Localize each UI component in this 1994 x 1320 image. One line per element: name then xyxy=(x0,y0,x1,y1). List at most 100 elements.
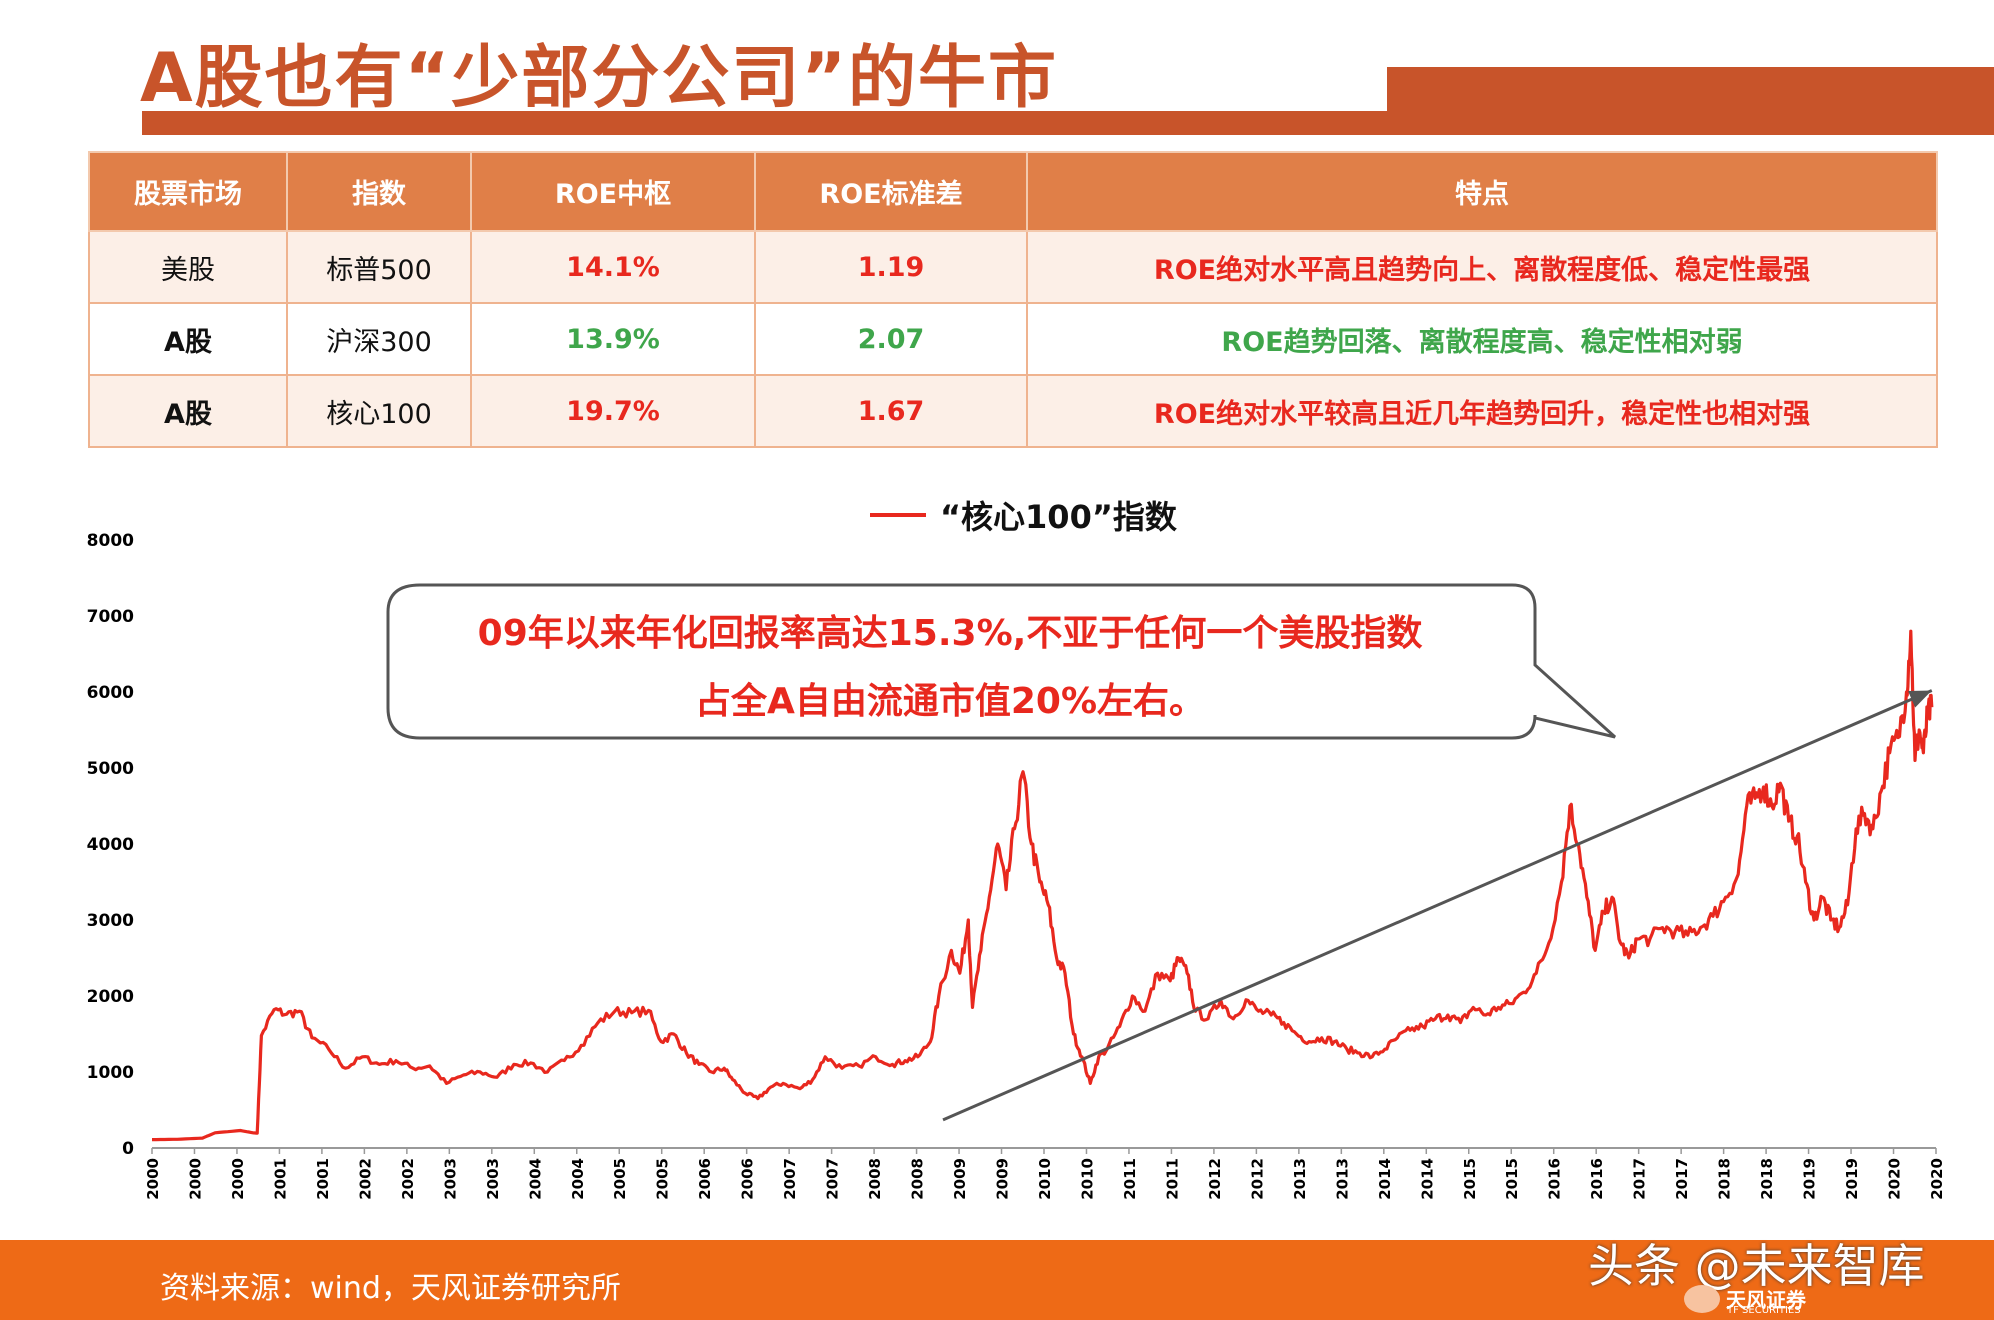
x-tick-label: 2019 xyxy=(1801,1158,1819,1200)
y-tick-label: 0 xyxy=(122,1139,134,1159)
trend-line xyxy=(942,689,1933,1122)
header-index: 指数 xyxy=(286,151,472,232)
y-tick-label: 3000 xyxy=(87,911,134,931)
x-tick-label: 2011 xyxy=(1163,1158,1181,1200)
y-tick-label: 2000 xyxy=(87,987,134,1007)
series-line-core100 xyxy=(152,629,1934,1142)
x-tick-label: 2010 xyxy=(1036,1158,1054,1200)
x-tick-label: 2000 xyxy=(186,1158,204,1200)
x-tick-label: 2014 xyxy=(1418,1158,1436,1200)
y-tick-label: 1000 xyxy=(87,1063,134,1083)
title-underline-bar xyxy=(142,111,1387,135)
x-tick-label: 2013 xyxy=(1333,1158,1351,1200)
legend-label: “核心100”指数 xyxy=(940,498,1177,536)
y-tick-label: 7000 xyxy=(87,607,134,627)
cell-roe: 13.9% xyxy=(470,302,756,376)
header-roe-std: ROE标准差 xyxy=(754,151,1028,232)
x-tick-label: 2020 xyxy=(1886,1158,1904,1200)
cell-market: 美股 xyxy=(88,230,288,304)
cell-std: 1.67 xyxy=(754,374,1028,448)
x-tick-label: 2012 xyxy=(1206,1158,1224,1200)
x-tick-label: 2020 xyxy=(1928,1158,1946,1200)
x-tick-label: 2005 xyxy=(611,1158,629,1200)
legend-swatch xyxy=(870,513,926,517)
company-logo: 天风证券 xyxy=(1684,1284,1806,1313)
x-tick-label: 2001 xyxy=(314,1158,332,1200)
y-tick-label: 5000 xyxy=(87,759,134,779)
title-accent-block xyxy=(1387,67,1994,135)
x-tick-label: 2004 xyxy=(526,1158,544,1200)
cell-roe: 19.7% xyxy=(470,374,756,448)
x-tick-label: 2015 xyxy=(1503,1158,1521,1200)
cell-market: A股 xyxy=(88,302,288,376)
x-tick-label: 2017 xyxy=(1631,1158,1649,1200)
x-tick-label: 2018 xyxy=(1758,1158,1776,1200)
x-tick-label: 2012 xyxy=(1248,1158,1266,1200)
x-tick-label: 2014 xyxy=(1376,1158,1394,1200)
callout-line-2: 占全A自由流通市值20%左右。 xyxy=(694,681,1206,722)
y-tick-label: 8000 xyxy=(87,531,134,551)
x-tick-label: 2013 xyxy=(1291,1158,1309,1200)
cell-feature: ROE趋势回落、离散程度高、稳定性相对弱 xyxy=(1026,302,1938,376)
x-tick-label: 2004 xyxy=(569,1158,587,1200)
header-market: 股票市场 xyxy=(88,151,288,232)
table-row: 美股 标普500 14.1% 1.19 ROE绝对水平高且趋势向上、离散程度低、… xyxy=(88,230,1938,304)
cell-index: 核心100 xyxy=(286,374,472,448)
footer-bar xyxy=(0,1240,1994,1320)
cell-market: A股 xyxy=(88,374,288,448)
y-tick-label: 6000 xyxy=(87,683,134,703)
source-note: 资料来源：wind，天风证券研究所 xyxy=(160,1271,621,1306)
x-tick-label: 2015 xyxy=(1461,1158,1479,1200)
logo-icon xyxy=(1684,1284,1720,1313)
header-roe-center: ROE中枢 xyxy=(470,151,756,232)
cell-feature: ROE绝对水平较高且近几年趋势回升，稳定性也相对强 xyxy=(1026,374,1938,448)
header-feature: 特点 xyxy=(1026,151,1938,232)
cell-roe: 14.1% xyxy=(470,230,756,304)
x-tick-label: 2003 xyxy=(484,1158,502,1200)
x-tick-label: 2007 xyxy=(824,1158,842,1200)
x-tick-label: 2010 xyxy=(1078,1158,1096,1200)
x-tick-label: 2019 xyxy=(1843,1158,1861,1200)
table-row: A股 核心100 19.7% 1.67 ROE绝对水平较高且近几年趋势回升，稳定… xyxy=(88,374,1938,448)
cell-std: 2.07 xyxy=(754,302,1028,376)
cell-std: 1.19 xyxy=(754,230,1028,304)
y-tick-label: 4000 xyxy=(87,835,134,855)
x-tick-label: 2002 xyxy=(399,1158,417,1200)
x-tick-label: 2006 xyxy=(696,1158,714,1200)
logo-subtext: TF SECURITIES xyxy=(1727,1305,1801,1316)
callout-bubble xyxy=(386,583,1617,740)
callout-text: 09年以来年化回报率高达15.3%,不亚于任何一个美股指数 占全A自由流通市值2… xyxy=(400,600,1500,736)
watermark: 头条 @未来智库 xyxy=(1588,1239,1925,1293)
roe-comparison-table: 股票市场 指数 ROE中枢 ROE标准差 特点 美股 标普500 14.1% 1… xyxy=(88,151,1938,448)
x-tick-label: 2009 xyxy=(951,1158,969,1200)
x-tick-label: 2002 xyxy=(356,1158,374,1200)
table-row: A股 沪深300 13.9% 2.07 ROE趋势回落、离散程度高、稳定性相对弱 xyxy=(88,302,1938,376)
x-tick-label: 2006 xyxy=(739,1158,757,1200)
x-axis: 2000 2000 2000 2001 2001 2002 2002 2003 2003 2004… xyxy=(144,1147,1946,1200)
logo-text: 天风证券 xyxy=(1726,1288,1806,1312)
x-tick-label: 2018 xyxy=(1716,1158,1734,1200)
x-tick-label: 2017 xyxy=(1673,1158,1691,1200)
x-tick-label: 2009 xyxy=(994,1158,1012,1200)
x-tick-label: 2005 xyxy=(654,1158,672,1200)
x-tick-label: 2003 xyxy=(441,1158,459,1200)
cell-feature: ROE绝对水平高且趋势向上、离散程度低、稳定性最强 xyxy=(1026,230,1938,304)
page-title: A股也有“少部分公司”的牛市 xyxy=(140,39,1059,118)
x-tick-label: 2016 xyxy=(1546,1158,1564,1200)
x-tick-label: 2007 xyxy=(781,1158,799,1200)
y-axis: 0 1000 2000 3000 4000 5000 6000 7000 8000 xyxy=(87,531,134,1159)
callout-line-1: 09年以来年化回报率高达15.3%,不亚于任何一个美股指数 xyxy=(477,613,1423,654)
trend-arrowhead xyxy=(1908,690,1932,708)
x-tick-label: 2011 xyxy=(1121,1158,1139,1200)
x-tick-label: 2008 xyxy=(866,1158,884,1200)
x-tick-label: 2000 xyxy=(229,1158,247,1200)
x-tick-label: 2000 xyxy=(144,1158,162,1200)
chart-legend: “核心100”指数 xyxy=(870,492,1177,538)
table-header-row: 股票市场 指数 ROE中枢 ROE标准差 特点 xyxy=(88,151,1938,232)
x-tick-label: 2001 xyxy=(271,1158,289,1200)
cell-index: 标普500 xyxy=(286,230,472,304)
x-tick-label: 2016 xyxy=(1588,1158,1606,1200)
x-tick-label: 2008 xyxy=(909,1158,927,1200)
cell-index: 沪深300 xyxy=(286,302,472,376)
